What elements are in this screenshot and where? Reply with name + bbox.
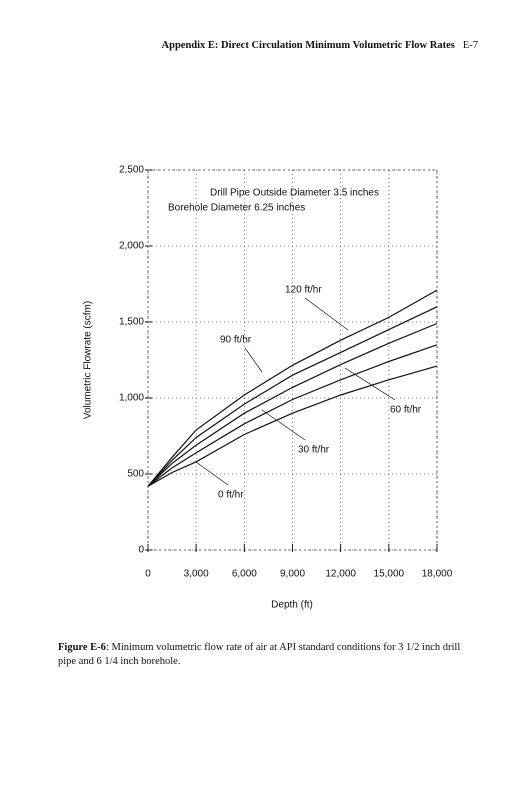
curve-label: 60 ft/hr — [390, 405, 422, 416]
y-tick-label: 500 — [127, 469, 144, 480]
leader-line — [244, 347, 263, 373]
curve-label: 0 ft/hr — [218, 490, 244, 501]
x-tick-label: 9,000 — [280, 569, 305, 580]
x-axis-label: Depth (ft) — [271, 600, 313, 611]
curve — [147, 344, 438, 487]
chart: Drill Pipe Outside Diameter 3.5 inches B… — [83, 165, 453, 611]
curve — [147, 289, 438, 487]
curve — [147, 322, 438, 487]
leader-line — [195, 461, 229, 486]
x-tick-label: 0 — [145, 569, 151, 580]
curve-label: 30 ft/hr — [298, 445, 330, 456]
leader-line — [261, 409, 306, 441]
curve — [147, 365, 438, 487]
x-tick-label: 15,000 — [374, 569, 405, 580]
curve — [147, 306, 438, 487]
x-tick-label: 18,000 — [422, 569, 453, 580]
curve-label: 120 ft/hr — [285, 285, 322, 296]
curve-label: 90 ft/hr — [220, 335, 252, 346]
page-header: Appendix E: Direct Circulation Minimum V… — [162, 40, 478, 51]
figure-caption: Figure E-6: Minimum volumetric flow rate… — [58, 641, 468, 669]
y-tick-label: 0 — [138, 545, 144, 556]
y-tick-label: 2,000 — [119, 241, 144, 252]
caption-label: Figure E-6 — [58, 642, 106, 653]
header-title: Appendix E: Direct Circulation Minimum V… — [161, 40, 455, 51]
x-tick-label: 12,000 — [325, 569, 356, 580]
leader-line — [344, 367, 396, 401]
leader-line — [304, 297, 349, 331]
y-tick-label: 1,000 — [119, 393, 144, 404]
annotation: Borehole Diameter 6.25 inches — [168, 203, 305, 214]
caption-text: : Minimum volumetric flow rate of air at… — [58, 642, 461, 667]
y-tick-label: 1,500 — [119, 317, 144, 328]
y-tick-label: 2,500 — [119, 165, 144, 176]
y-axis-label: Volumetric Flowrate (scfm) — [83, 301, 94, 419]
annotation: Drill Pipe Outside Diameter 3.5 inches — [210, 188, 379, 199]
page-number: E-7 — [462, 40, 478, 51]
x-tick-label: 6,000 — [232, 569, 257, 580]
x-tick-label: 3,000 — [184, 569, 209, 580]
